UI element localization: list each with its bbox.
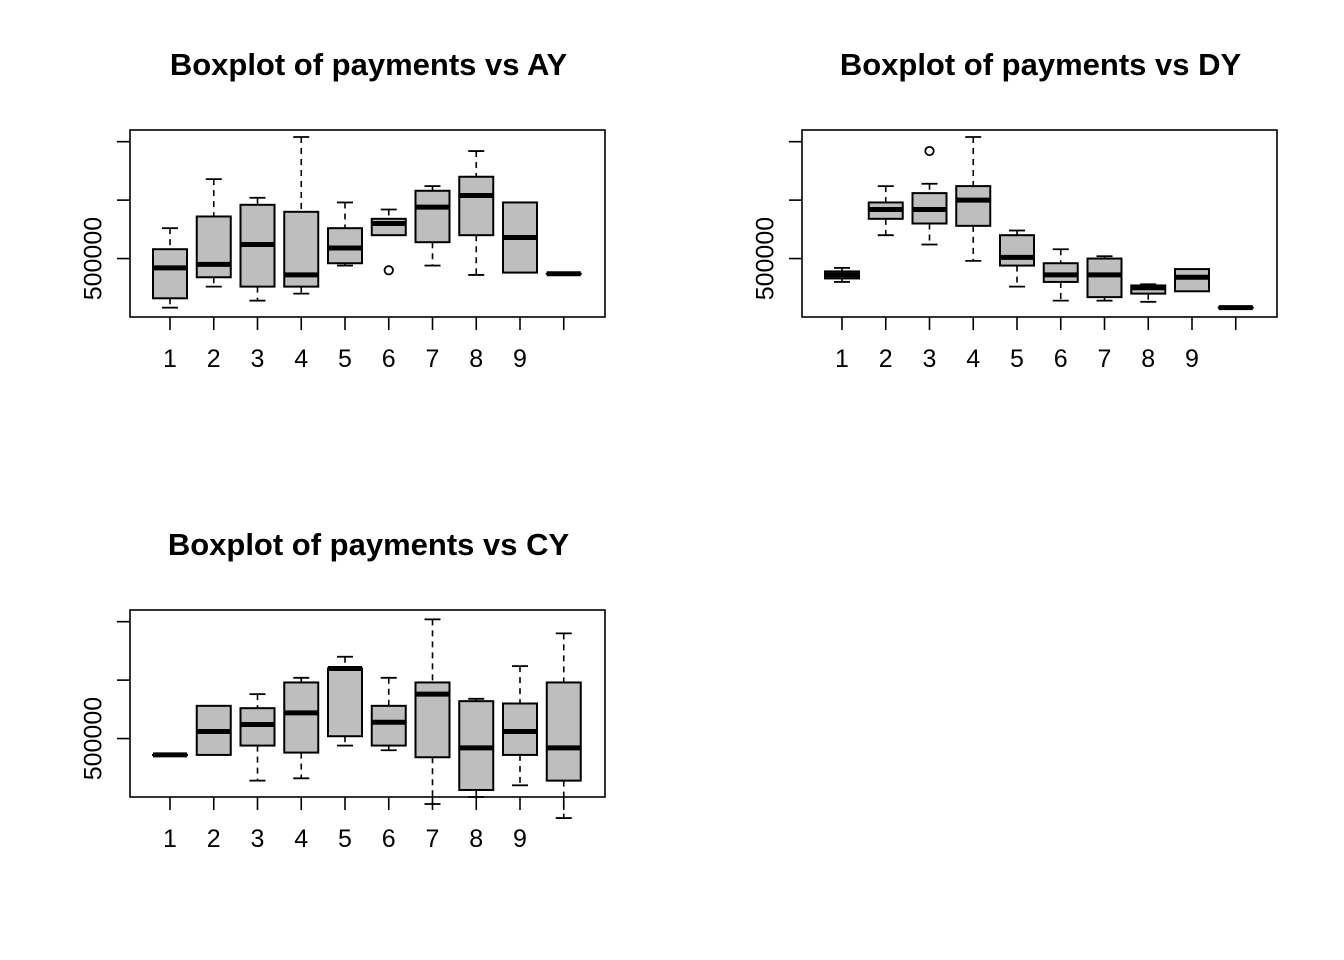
plot-frame <box>801 129 1278 318</box>
box-6 <box>370 676 407 752</box>
outlier-point <box>383 265 394 276</box>
box-9 <box>1174 268 1210 293</box>
box-2 <box>867 185 904 237</box>
x-tick-label: 8 <box>469 825 483 853</box>
x-tick-label: 9 <box>513 345 527 373</box>
y-tick-label: 500000 <box>752 217 780 300</box>
box-8 <box>1130 283 1167 303</box>
box-body <box>1174 268 1210 293</box>
box-9 <box>502 665 538 787</box>
x-tick-label: 7 <box>1098 345 1112 373</box>
x-tick-label: 7 <box>426 825 440 853</box>
chart-title: Boxplot of payments vs DY <box>840 47 1242 82</box>
box-body <box>1086 257 1123 299</box>
x-tick-label: 9 <box>1185 345 1199 373</box>
x-tick-label: 4 <box>966 345 980 373</box>
box-5 <box>999 229 1035 288</box>
x-tick-label: 3 <box>251 345 265 373</box>
x-tick-label: 1 <box>835 345 849 373</box>
box-5 <box>327 201 363 267</box>
x-tick-label: 5 <box>338 825 352 853</box>
box-body <box>545 681 582 782</box>
x-tick-label: 5 <box>1010 345 1024 373</box>
x-tick-label: 2 <box>879 345 893 373</box>
box-4 <box>283 676 320 780</box>
box-7 <box>414 618 451 805</box>
x-tick-label: 9 <box>513 825 527 853</box>
box-9 <box>502 201 538 274</box>
box-6 <box>370 208 407 276</box>
y-tick-label: 500000 <box>80 697 108 780</box>
y-tick-label: 500000 <box>80 217 108 300</box>
x-tick-label: 7 <box>426 345 440 373</box>
box-8 <box>458 697 495 798</box>
box-2 <box>195 704 232 756</box>
x-tick-label: 4 <box>294 345 308 373</box>
x-tick-label: 3 <box>923 345 937 373</box>
box-7 <box>1086 255 1123 302</box>
box-4 <box>955 136 992 262</box>
box-3 <box>239 196 276 302</box>
box-body <box>152 248 188 300</box>
box-6 <box>1042 248 1079 302</box>
outlier-point <box>924 145 935 157</box>
boxplot-panel-3: Boxplot of payments vs CY 500000 1 2 3 4 5 6 7 8 9 <box>80 527 606 853</box>
x-tick-label: 6 <box>382 345 396 373</box>
plot-frame <box>129 609 606 798</box>
x-tick-label: 1 <box>163 345 177 373</box>
box-1 <box>152 227 188 309</box>
box-body <box>195 215 232 279</box>
box-1 <box>824 267 860 283</box>
box-body <box>327 667 363 738</box>
box-body <box>458 175 495 237</box>
x-tick-label: 2 <box>207 825 221 853</box>
box-4 <box>283 136 320 295</box>
box-7 <box>414 185 451 267</box>
boxplot-panel-1: Boxplot of payments vs AY 500000 1 2 3 4 5 6 7 8 9 <box>80 47 606 373</box>
box-8 <box>458 150 495 276</box>
box-5 <box>327 655 363 747</box>
x-tick-label: 8 <box>1141 345 1155 373</box>
plot-frame <box>129 129 606 318</box>
chart-title: Boxplot of payments vs CY <box>168 527 570 562</box>
x-tick-label: 8 <box>469 345 483 373</box>
chart-title: Boxplot of payments vs AY <box>170 47 568 82</box>
x-tick-label: 6 <box>1054 345 1068 373</box>
box-body <box>955 185 992 227</box>
x-tick-label: 2 <box>207 345 221 373</box>
boxplot-panel-2: Boxplot of payments vs DY 500000 1 2 3 4 5 6 7 8 9 <box>752 47 1278 373</box>
box-body <box>414 189 451 244</box>
x-tick-label: 4 <box>294 825 308 853</box>
x-tick-label: 5 <box>338 345 352 373</box>
box-body <box>370 704 407 747</box>
x-tick-label: 6 <box>382 825 396 853</box>
x-tick-label: 3 <box>251 825 265 853</box>
box-10 <box>545 632 582 819</box>
box-body <box>283 681 320 754</box>
box-3 <box>239 693 276 782</box>
box-2 <box>195 178 232 288</box>
x-tick-label: 1 <box>163 825 177 853</box>
box-body <box>999 234 1035 267</box>
box-3 <box>911 145 948 246</box>
